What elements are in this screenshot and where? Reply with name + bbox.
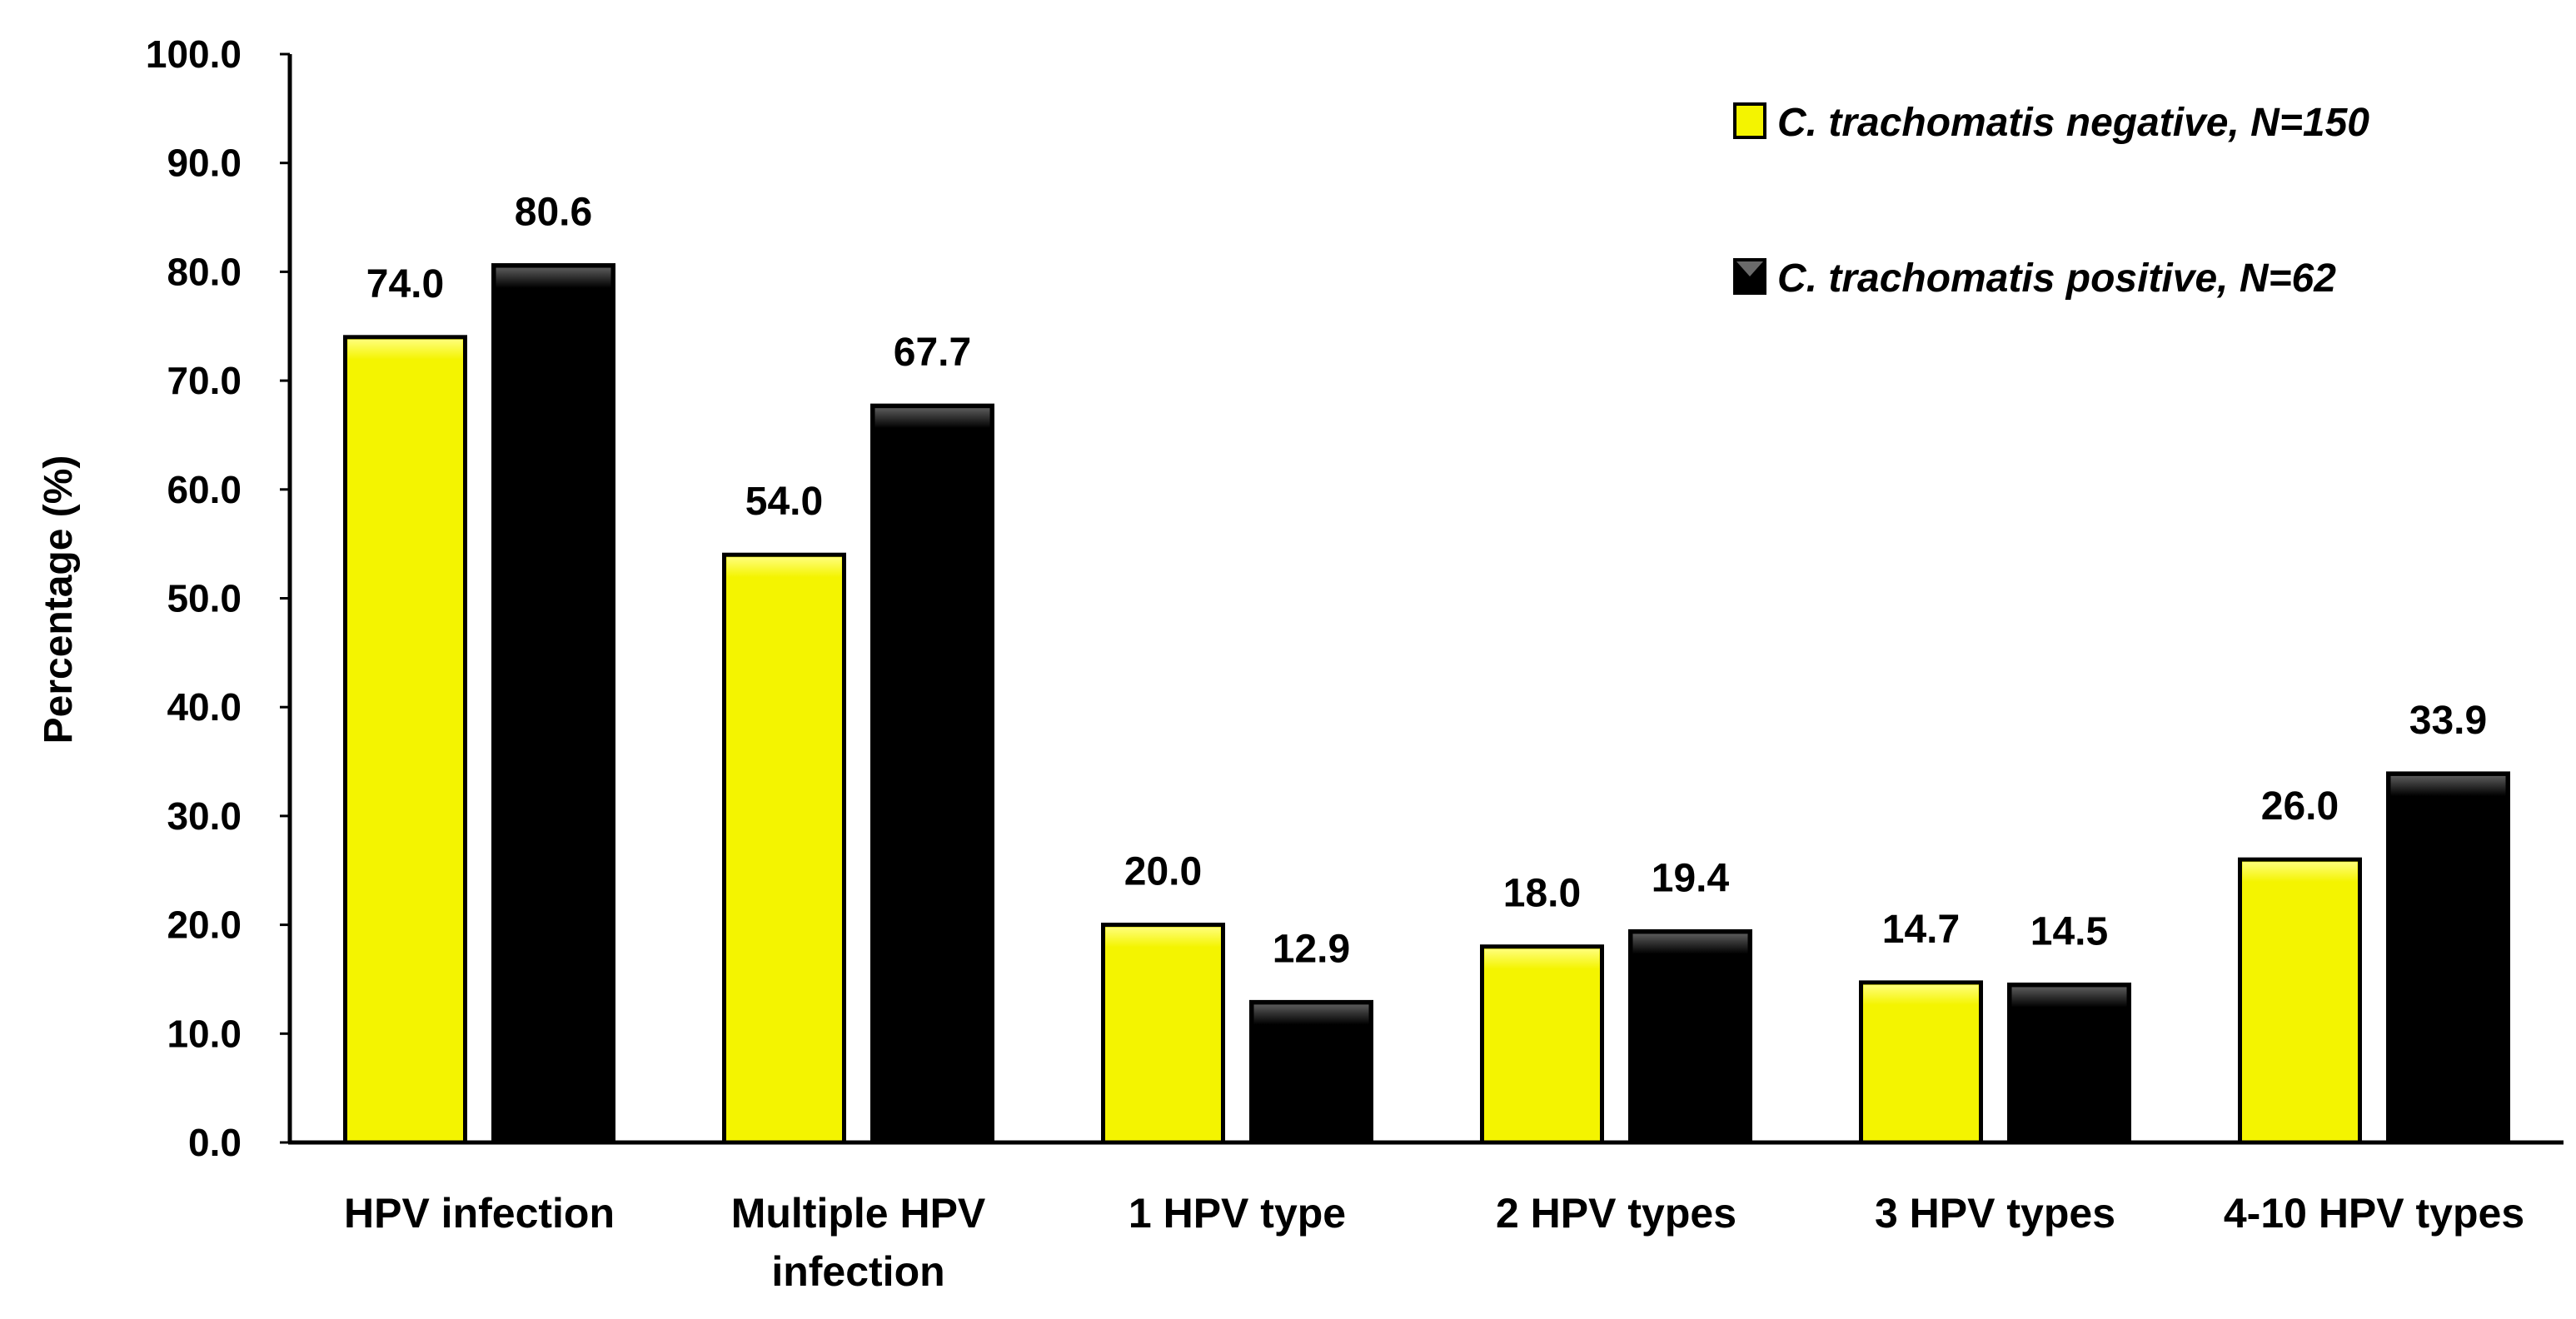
bar-bevel	[1632, 933, 1748, 954]
bar-bevel	[1253, 1004, 1369, 1025]
data-label: 54.0	[745, 480, 823, 524]
positive-bar	[1628, 928, 1752, 1145]
data-label: 80.6	[515, 191, 592, 235]
positive-bar	[491, 263, 615, 1145]
y-tick-label: 50.0	[167, 577, 242, 620]
data-label: 33.9	[2409, 699, 2487, 743]
legend-swatch	[1733, 102, 1766, 139]
bar-bevel	[1863, 984, 1979, 1005]
y-tick-label: 40.0	[167, 685, 242, 729]
positive-bar	[1249, 999, 1373, 1145]
bar-bevel	[1484, 948, 1600, 969]
y-tick-label: 10.0	[167, 1012, 242, 1055]
data-label: 19.4	[1652, 856, 1730, 900]
y-tick-label: 20.0	[167, 903, 242, 947]
category-label: Multiple HPV	[731, 1190, 986, 1237]
data-label: 26.0	[2261, 784, 2339, 829]
y-tick-label: 60.0	[167, 468, 242, 511]
positive-bar	[870, 403, 994, 1145]
y-tick-label: 100.0	[146, 32, 242, 76]
negative-bar	[1101, 923, 1225, 1145]
legend-swatch-bevel	[1736, 261, 1763, 276]
data-label: 74.0	[366, 262, 444, 306]
category-label: 4-10 HPV types	[2224, 1190, 2524, 1237]
bar-bevel	[347, 339, 463, 360]
negative-bar	[1859, 980, 1983, 1145]
legend-label: C. trachomatis negative, N=150	[1777, 101, 2369, 145]
category-label: 1 HPV type	[1129, 1190, 1346, 1237]
legend-label: C. trachomatis positive, N=62	[1777, 256, 2336, 301]
y-tick-label: 80.0	[167, 250, 242, 293]
bar-bevel	[496, 267, 611, 288]
data-label: 67.7	[894, 331, 971, 375]
bar-bevel	[2011, 987, 2127, 1008]
y-tick-label: 30.0	[167, 794, 242, 838]
data-label: 14.7	[1882, 908, 1960, 952]
y-tick-label: 70.0	[167, 359, 242, 402]
y-tick-label: 90.0	[167, 142, 242, 185]
data-label: 20.0	[1124, 850, 1202, 894]
category-label: infection	[771, 1248, 944, 1295]
bar-bevel	[874, 408, 990, 429]
category-label: HPV infection	[344, 1190, 615, 1237]
data-label: 14.5	[2030, 909, 2108, 953]
negative-bar	[1480, 944, 1604, 1145]
negative-bar	[722, 552, 846, 1145]
y-tick-label: 0.0	[188, 1121, 242, 1164]
negative-bar	[2238, 857, 2362, 1145]
bar-bevel	[1105, 927, 1221, 948]
positive-bar	[2386, 771, 2510, 1145]
bar-bevel	[2390, 775, 2506, 796]
category-label: 2 HPV types	[1496, 1190, 1736, 1237]
bar-bevel	[726, 557, 842, 578]
bar-bevel	[2242, 862, 2358, 883]
data-label: 12.9	[1273, 927, 1350, 971]
data-label: 18.0	[1503, 872, 1581, 916]
negative-bar	[343, 335, 467, 1145]
category-label: 3 HPV types	[1875, 1190, 2115, 1237]
y-axis-title: Percentage (%)	[37, 455, 81, 744]
positive-bar	[2007, 982, 2131, 1145]
